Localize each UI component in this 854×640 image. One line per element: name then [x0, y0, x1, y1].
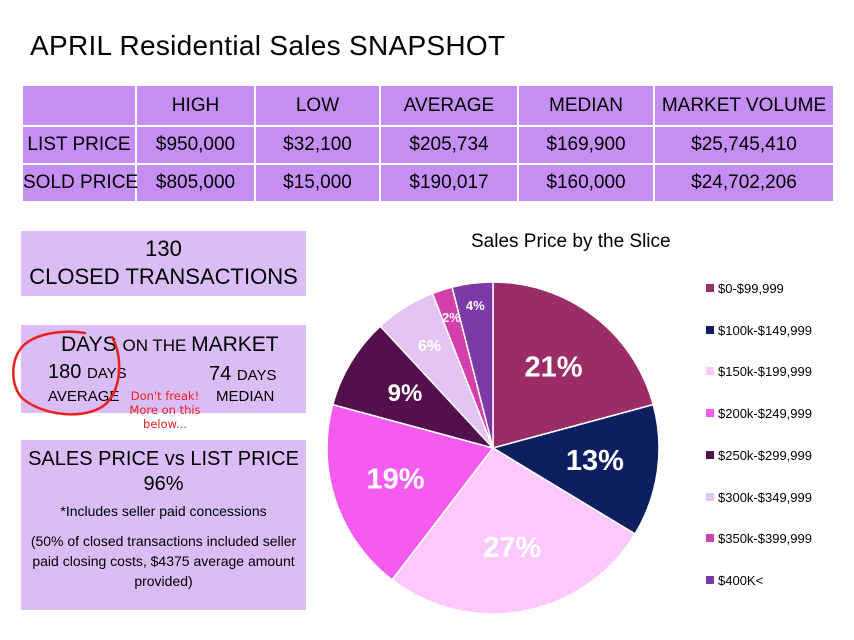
pie-slice-label: 4%: [466, 298, 485, 313]
table-cell: $15,000: [254, 163, 381, 203]
legend-label: $150k-$199,999: [718, 364, 812, 380]
table-cell: $160,000: [517, 163, 655, 203]
pie-slice-label: 9%: [388, 380, 423, 407]
pie-slice: [492, 281, 655, 449]
price-stats-table: HIGH LOW AVERAGE MEDIAN MARKET VOLUME LI…: [21, 84, 835, 203]
legend-swatch: [706, 534, 714, 543]
table-header-cell: LOW: [254, 84, 381, 127]
pie-slice: [391, 447, 637, 615]
legend-label: $100k-$149,999: [718, 322, 812, 338]
legend-item: $350k-$399,999: [706, 531, 854, 547]
sales-vs-list-value: 96%: [143, 473, 184, 495]
pie-slice: [491, 403, 660, 535]
legend-item: $200k-$249,999: [706, 406, 854, 422]
legend-swatch: [706, 284, 714, 292]
legend-label: $400K<: [718, 572, 764, 588]
handwritten-note: Don't freak! More on this below...: [129, 389, 201, 431]
dom-median-number: 74: [209, 363, 237, 385]
table-header-cell: HIGH: [135, 84, 256, 127]
legend-swatch: [706, 492, 714, 501]
closed-transactions-box: 130 CLOSED TRANSACTIONS: [21, 231, 306, 296]
legend-swatch: [706, 409, 714, 418]
legend-swatch: [706, 450, 714, 459]
legend-label: $0-$99,999: [718, 281, 784, 296]
chart-title: Sales Price by the Slice: [471, 231, 671, 252]
table-cell: $32,100: [254, 125, 381, 165]
pie-slice-label: 2%: [442, 310, 461, 325]
table-row: SOLD PRICE $805,000 $15,000 $190,017 $16…: [21, 163, 835, 203]
table-row: LIST PRICE $950,000 $32,100 $205,734 $16…: [21, 125, 835, 165]
sales-vs-list-note: *Includes seller paid concessions: [60, 503, 267, 519]
dom-title-on-the: ON THE: [122, 336, 192, 355]
table-header-cell: MARKET VOLUME: [653, 84, 835, 127]
legend-swatch: [706, 367, 714, 376]
table-cell: $205,734: [379, 125, 519, 165]
legend-item: $0-$99,999: [706, 281, 854, 297]
legend-swatch: [706, 575, 714, 584]
table-cell: $25,745,410: [653, 125, 835, 165]
dom-title-market: MARKET: [191, 333, 279, 356]
table-header-cell: [21, 84, 137, 127]
table-cell: $190,017: [379, 163, 519, 203]
legend-item: $300k-$349,999: [706, 490, 854, 506]
legend-item: $150k-$199,999: [706, 364, 854, 380]
legend-label: $300k-$349,999: [718, 489, 812, 505]
table-header-cell: AVERAGE: [379, 84, 519, 127]
table-cell: SOLD PRICE: [21, 163, 138, 203]
legend-label: $250k-$299,999: [718, 447, 812, 463]
dom-median-unit: DAYS: [236, 367, 277, 384]
legend-item: $250k-$299,999: [706, 448, 854, 464]
table-cell: $24,702,206: [653, 163, 835, 203]
dom-median-label: MEDIAN: [216, 388, 275, 405]
page-title: APRIL Residential Sales SNAPSHOT: [30, 30, 506, 61]
pie-slice-label: 13%: [566, 445, 624, 477]
pie-slice: [451, 281, 494, 449]
pie-slice: [331, 325, 496, 450]
closed-count: 130: [145, 236, 182, 261]
closed-label: CLOSED TRANSACTIONS: [29, 264, 298, 289]
sales-vs-list-heading: SALES PRICE vs LIST PRICE: [28, 448, 299, 470]
sales-vs-list-detail: (50% of closed transactions included sel…: [30, 533, 297, 589]
table-cell: LIST PRICE: [21, 125, 137, 165]
pie-slice: [326, 403, 495, 581]
legend-label: $350k-$399,999: [718, 531, 812, 547]
dom-median-value: 74 DAYS: [209, 363, 277, 386]
pie-slice-label: 6%: [418, 338, 441, 355]
table-header-row: HIGH LOW AVERAGE MEDIAN MARKET VOLUME: [21, 84, 835, 127]
pie-slice-label: 21%: [525, 352, 583, 384]
table-cell: $805,000: [135, 163, 256, 203]
pie-slice-label: 27%: [483, 532, 541, 564]
table-cell: $950,000: [135, 125, 256, 165]
table-header-cell: MEDIAN: [517, 84, 655, 127]
legend-swatch: [706, 325, 714, 334]
legend-item: $100k-$149,999: [706, 323, 854, 339]
sales-vs-list-box: SALES PRICE vs LIST PRICE 96% *Includes …: [21, 440, 306, 610]
pie-slice-label: 19%: [366, 464, 424, 496]
legend-label: $200k-$249,999: [718, 406, 812, 422]
legend-item: $400K<: [706, 573, 854, 589]
table-cell: $169,900: [517, 125, 655, 165]
